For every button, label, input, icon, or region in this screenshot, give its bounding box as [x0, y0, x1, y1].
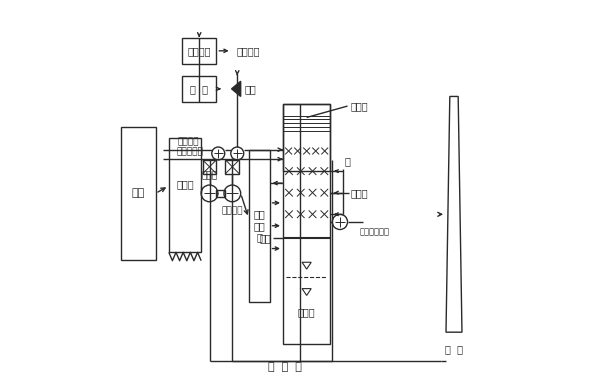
- Bar: [283, 104, 331, 344]
- Polygon shape: [232, 81, 241, 97]
- Bar: [248, 150, 269, 302]
- Bar: [182, 38, 217, 64]
- Text: 除雾气冲洗水: 除雾气冲洗水: [359, 227, 389, 236]
- Text: 烟  囱: 烟 囱: [445, 344, 463, 354]
- Text: 除尘器: 除尘器: [176, 179, 194, 189]
- Text: 增压风机: 增压风机: [221, 207, 243, 216]
- Bar: [121, 127, 155, 260]
- Text: ん: ん: [345, 157, 351, 167]
- Text: 石膏: 石膏: [245, 84, 256, 94]
- Text: 引风机: 引风机: [202, 171, 218, 180]
- Bar: [203, 160, 217, 173]
- Bar: [226, 160, 239, 173]
- Text: 净  烟  气: 净 烟 气: [268, 362, 302, 372]
- Bar: [283, 104, 331, 171]
- Text: 除雾器: 除雾器: [350, 101, 368, 111]
- Text: 氧化空气: 氧化空气: [177, 137, 199, 147]
- Text: 喷淋层: 喷淋层: [350, 188, 368, 198]
- Bar: [169, 138, 201, 252]
- Text: 烟气
换热
器: 烟气 换热 器: [253, 209, 265, 242]
- Text: 净化废水: 净化废水: [237, 46, 260, 56]
- Text: 脱  水: 脱 水: [190, 84, 208, 94]
- Text: 吸收塔: 吸收塔: [298, 308, 316, 318]
- Bar: [182, 75, 217, 102]
- Text: 托盘: 托盘: [260, 233, 272, 243]
- Text: 石灰石浆液: 石灰石浆液: [176, 147, 203, 156]
- Text: 锅炉: 锅炉: [132, 188, 145, 198]
- Text: 废水处理: 废水处理: [187, 46, 211, 56]
- Bar: [217, 190, 226, 197]
